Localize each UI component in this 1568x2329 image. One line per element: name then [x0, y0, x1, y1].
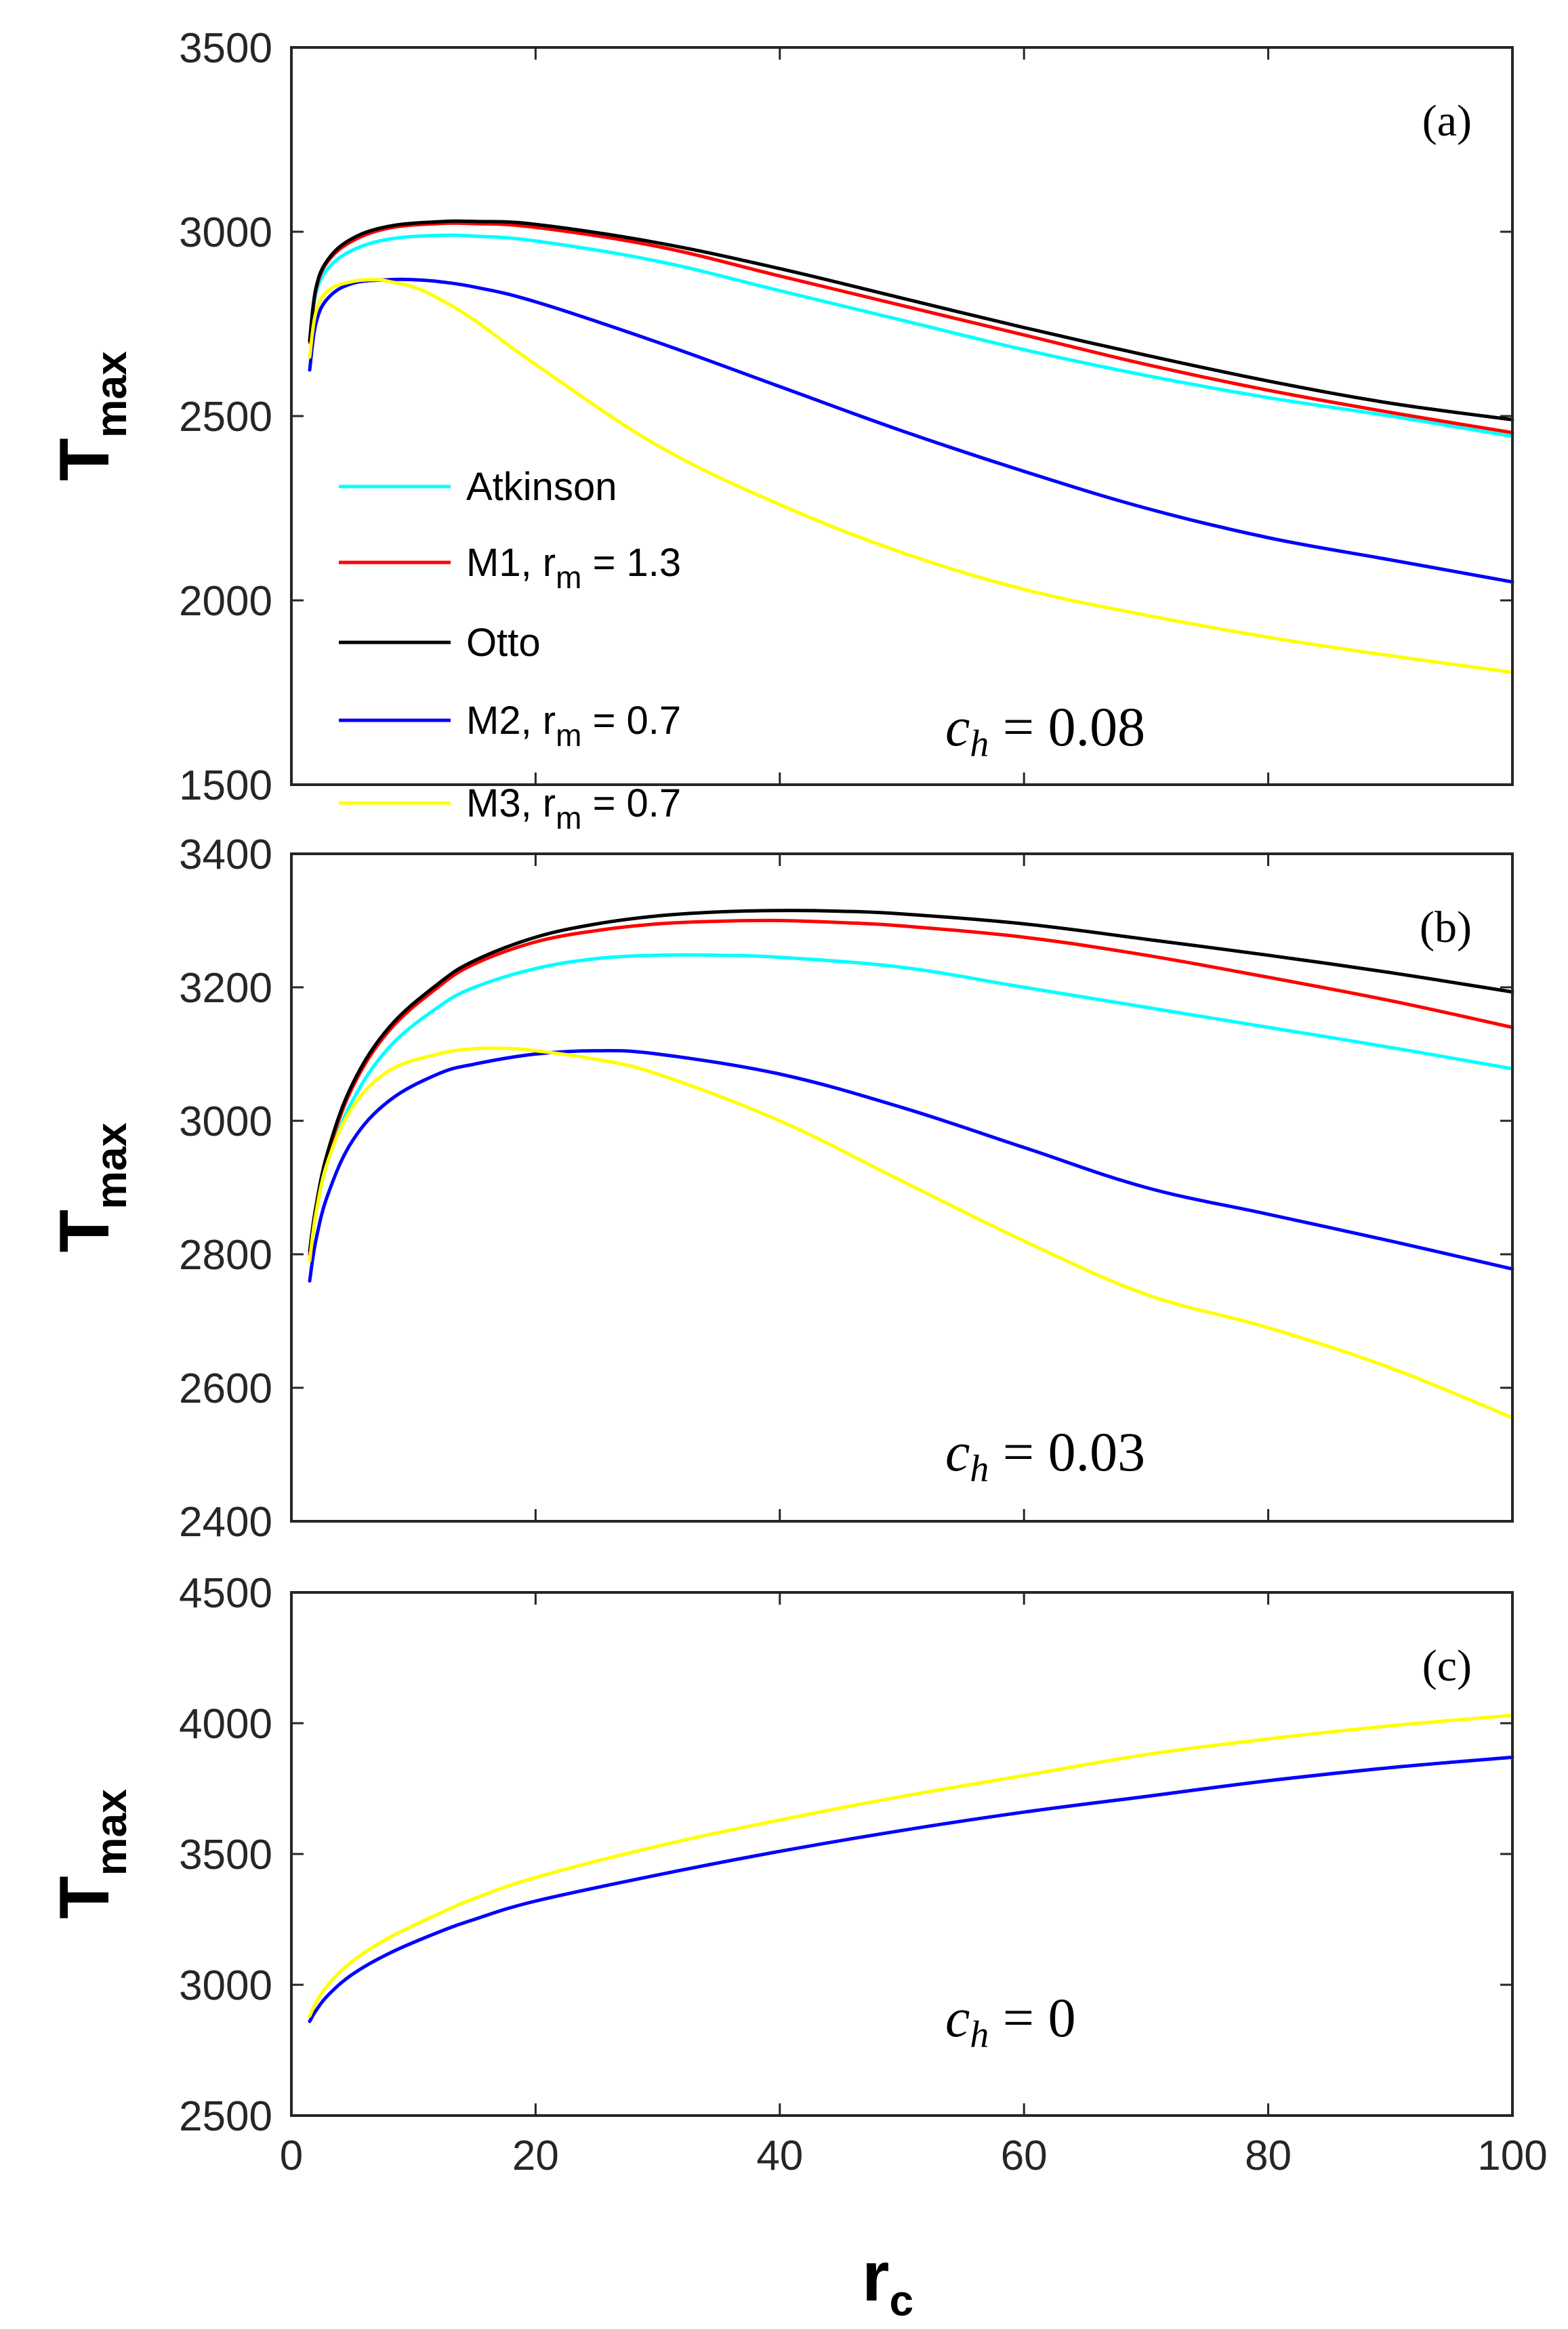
panel-c: 0 20 40 60 80 100 2500 3000 3500 4000 4500 (c) ch = …: [45, 1570, 1548, 2179]
xlabel-sub: c: [889, 2276, 913, 2325]
series-line: [308, 219, 1514, 421]
series-line: [308, 221, 1514, 434]
panel-b: 2400 2600 2800 3000 3200 3400 (b) ch = 0.03 Tmax: [45, 831, 1514, 1546]
axes-frame: [290, 1591, 1514, 2117]
y-tick-label: 3500: [179, 1832, 272, 1878]
xlabel-main: r: [862, 2238, 889, 2316]
y-tick-label: 2000: [179, 578, 272, 625]
legend-label: M2, rm = 0.7: [466, 699, 681, 753]
annotation: ch = 0: [945, 1987, 1076, 2056]
x-tick-label: 20: [512, 2132, 559, 2179]
y-tick-label: 3000: [179, 209, 272, 256]
series-line: [308, 233, 1514, 438]
x-tick-label: 80: [1245, 2132, 1292, 2179]
x-tick-label: 100: [1477, 2132, 1547, 2179]
plot-area: [291, 854, 1512, 1521]
legend-label: Otto: [466, 621, 541, 665]
panel-a: 1500 2000 2500 3000 3500 (a) ch = 0.08 Tmax: [45, 25, 1514, 809]
series-line: [308, 909, 1514, 1253]
series-line: [308, 953, 1514, 1256]
series-line: [308, 1048, 1514, 1283]
panel-label: (c): [1422, 1641, 1472, 1691]
series-line: [308, 1713, 1514, 2018]
x-tick-label: 60: [1001, 2132, 1048, 2179]
legend: Atkinson M1, rm = 1.3 Otto M2, rm = 0.7 M3, …: [339, 465, 681, 836]
axes-frame: [290, 852, 1514, 1523]
y-axis-label: Tmax: [45, 1122, 136, 1252]
y-axis-label: Tmax: [45, 1789, 136, 1919]
plot-area: [291, 1592, 1512, 2116]
series-line: [308, 278, 1514, 674]
annotation: ch = 0.03: [945, 1421, 1145, 1490]
y-tick-label: 4000: [179, 1701, 272, 1748]
y-tick-label: 4500: [179, 1570, 272, 1617]
x-tick-label: 40: [756, 2132, 803, 2179]
panel-label: (a): [1422, 96, 1472, 146]
y-tick-label: 3200: [179, 965, 272, 1012]
x-tick-label: 0: [280, 2132, 303, 2179]
y-axis-label: Tmax: [45, 351, 136, 481]
xlabel: rc: [862, 2238, 913, 2325]
y-tick-label: 1500: [179, 762, 272, 809]
y-tick-label: 2600: [179, 1365, 272, 1412]
y-tick-label: 2400: [179, 1499, 272, 1546]
panel-label: (b): [1420, 903, 1472, 952]
legend-label: Atkinson: [466, 465, 617, 509]
y-tick-label: 3000: [179, 1962, 272, 2009]
y-tick-label: 2500: [179, 394, 272, 440]
y-tick-label: 2800: [179, 1232, 272, 1279]
y-tick-label: 3500: [179, 25, 272, 72]
plot-area: [291, 47, 1512, 785]
legend-label: M1, rm = 1.3: [466, 541, 681, 595]
annotation: ch = 0.08: [945, 696, 1145, 765]
y-tick-label: 3400: [179, 831, 272, 878]
series-line: [308, 1755, 1514, 2023]
y-tick-label: 3000: [179, 1098, 272, 1145]
y-tick-label: 2500: [179, 2093, 272, 2140]
axes-frame: [290, 46, 1514, 786]
series-line: [308, 1046, 1514, 1420]
legend-label: M3, rm = 0.7: [466, 781, 681, 836]
